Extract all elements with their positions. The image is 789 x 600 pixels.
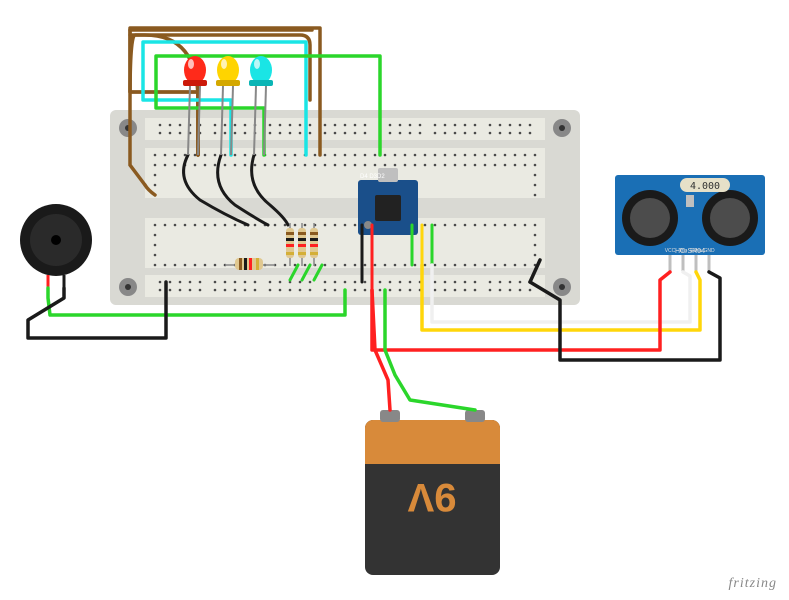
breadboard bbox=[110, 110, 580, 305]
svg-text:Trig: Trig bbox=[679, 248, 688, 254]
svg-text:D4 D3D2: D4 D3D2 bbox=[360, 174, 385, 180]
circuit-diagram: D4 D3D2 bbox=[0, 0, 789, 600]
ultrasonic-sensor: 4.000 HC-SR04 VCC Trig Echo GND bbox=[615, 175, 765, 272]
buzzer bbox=[20, 204, 92, 290]
svg-text:GND: GND bbox=[703, 248, 715, 254]
battery-9v: 9V bbox=[365, 410, 500, 575]
svg-text:Echo: Echo bbox=[690, 248, 702, 254]
svg-text:9V: 9V bbox=[407, 475, 456, 519]
svg-text:VCC: VCC bbox=[665, 248, 676, 254]
watermark: fritzing bbox=[729, 576, 777, 592]
svg-text:4.000: 4.000 bbox=[690, 181, 720, 192]
